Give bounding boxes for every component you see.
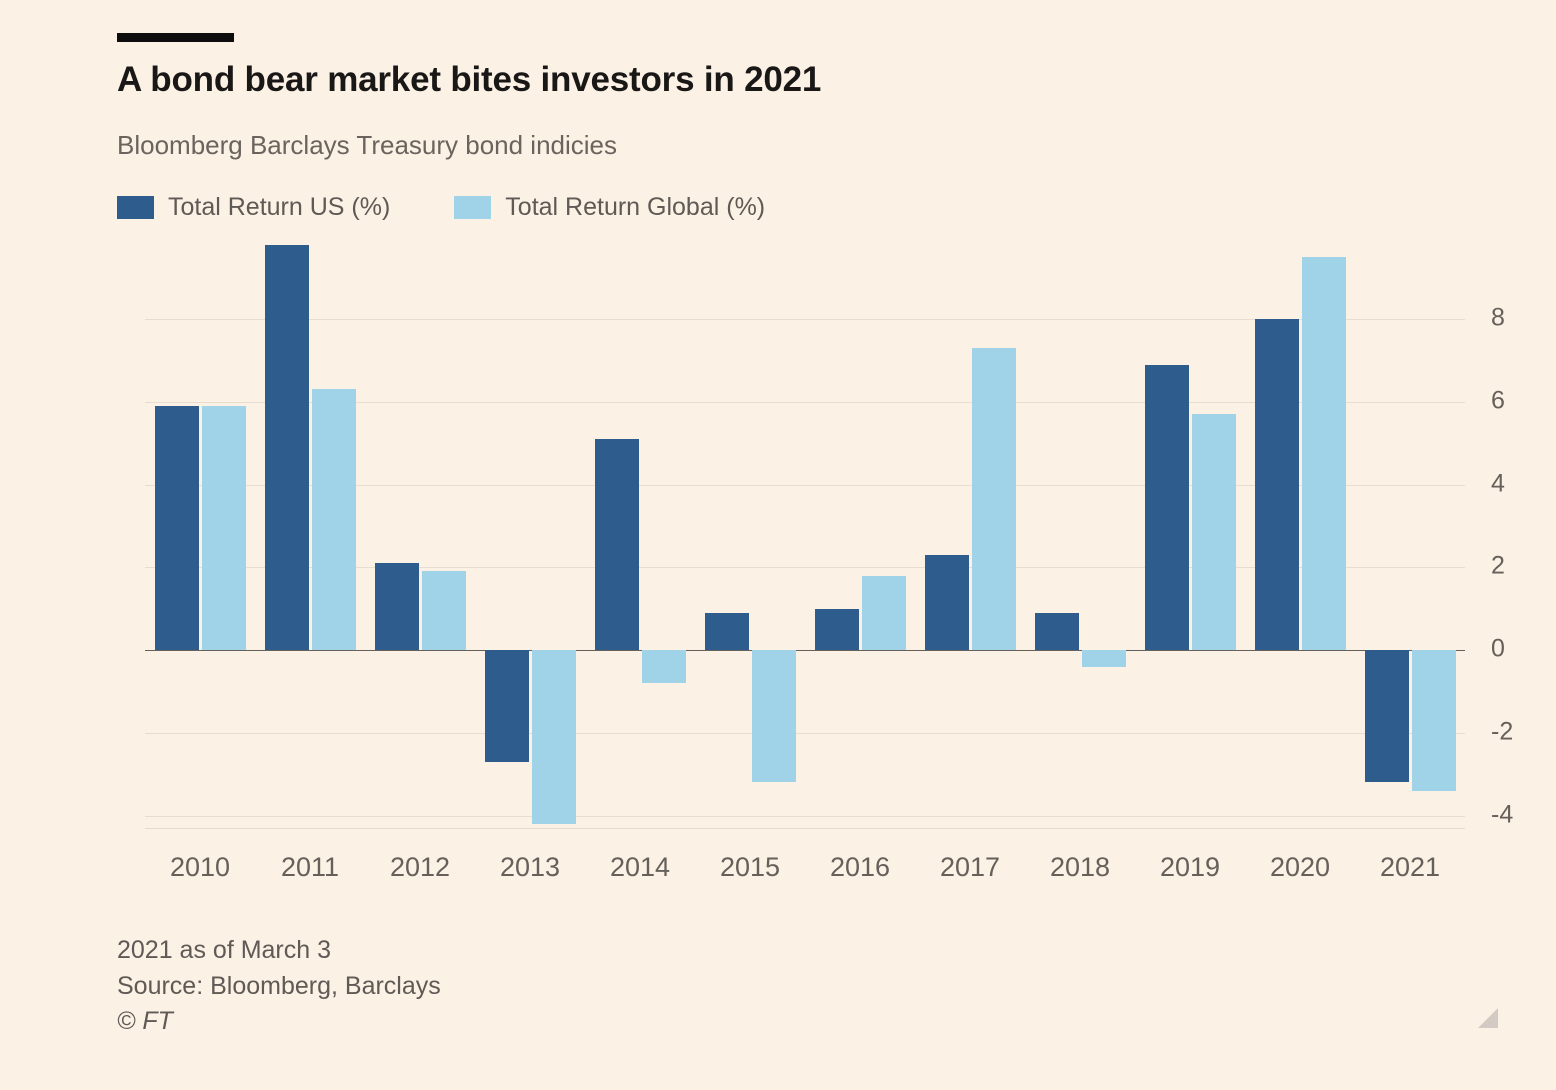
bar-global-2014 — [641, 650, 686, 684]
bar-global-2018 — [1081, 650, 1126, 667]
bar-us-2015 — [704, 612, 749, 651]
bar-us-2018 — [1034, 612, 1079, 651]
bar-us-2019 — [1144, 364, 1189, 651]
gridline — [145, 567, 1465, 569]
gridline — [145, 484, 1465, 486]
footer-credit: © FT — [117, 1007, 173, 1035]
y-tick-label: 0 — [1491, 634, 1505, 663]
y-tick-label: 2 — [1491, 551, 1505, 580]
legend: Total Return US (%) Total Return Global … — [117, 193, 765, 222]
x-tick-label: 2010 — [169, 852, 231, 882]
legend-swatch-us — [117, 196, 154, 219]
bar-global-2011 — [311, 389, 356, 651]
bar-global-2021 — [1411, 650, 1456, 791]
gridline — [145, 815, 1465, 817]
bar-us-2010 — [154, 405, 199, 651]
chart-footer: 2021 as of March 3 Source: Bloomberg, Ba… — [117, 933, 441, 1040]
bar-global-2012 — [421, 571, 466, 651]
bar-chart-plot-area: -4 -2 0 2 4 6 8 2010 2011 2012 2013 2014 2015 2016 201… — [145, 228, 1513, 882]
legend-item-global: Total Return Global (%) — [454, 193, 765, 222]
x-tick-label: 2013 — [499, 852, 561, 882]
bar-global-2019 — [1191, 414, 1236, 651]
x-tick-label: 2020 — [1269, 852, 1331, 882]
bar-global-2015 — [751, 650, 796, 783]
y-tick-label: -2 — [1491, 717, 1514, 746]
gridline — [145, 319, 1465, 321]
y-tick-label: -4 — [1491, 799, 1514, 828]
bar-us-2013 — [484, 650, 529, 762]
footer-note: 2021 as of March 3 — [117, 936, 332, 964]
bar-us-2014 — [594, 439, 639, 651]
bar-us-2020 — [1254, 319, 1299, 651]
bar-us-2017 — [924, 554, 969, 651]
bar-global-2010 — [201, 405, 246, 651]
bar-global-2016 — [861, 575, 906, 651]
legend-swatch-global — [454, 196, 492, 219]
y-tick-label: 8 — [1491, 303, 1505, 332]
x-tick-label: 2019 — [1159, 852, 1221, 882]
x-tick-label: 2018 — [1049, 852, 1111, 882]
gridline — [145, 732, 1465, 734]
bar-global-2017 — [971, 348, 1016, 651]
x-tick-label: 2016 — [829, 852, 891, 882]
legend-item-us: Total Return US (%) — [117, 193, 390, 222]
bar-us-2016 — [814, 608, 859, 651]
legend-label-us: Total Return US (%) — [168, 193, 391, 221]
bar-global-2020 — [1301, 256, 1346, 651]
y-tick-label: 4 — [1491, 468, 1505, 497]
gridline — [145, 401, 1465, 403]
x-tick-label: 2012 — [389, 852, 451, 882]
title-rule — [117, 33, 234, 42]
bar-us-2012 — [374, 563, 419, 651]
footer-source: Source: Bloomberg, Barclays — [117, 971, 441, 1000]
zero-baseline — [145, 650, 1465, 652]
x-tick-label: 2015 — [719, 852, 781, 882]
chart-subtitle: Bloomberg Barclays Treasury bond indicie… — [117, 130, 618, 160]
x-tick-label: 2014 — [609, 852, 671, 882]
bar-us-2021 — [1364, 650, 1409, 783]
y-tick-label: 6 — [1491, 386, 1505, 415]
bar-global-2013 — [531, 650, 576, 824]
bar-us-2011 — [264, 244, 309, 651]
chart-title: A bond bear market bites investors in 20… — [117, 60, 822, 99]
x-tick-label: 2017 — [939, 852, 1001, 882]
resize-handle-icon — [1478, 1008, 1498, 1028]
x-tick-label: 2011 — [280, 852, 340, 882]
legend-label-global: Total Return Global (%) — [505, 193, 766, 221]
x-tick-label: 2021 — [1379, 852, 1441, 882]
